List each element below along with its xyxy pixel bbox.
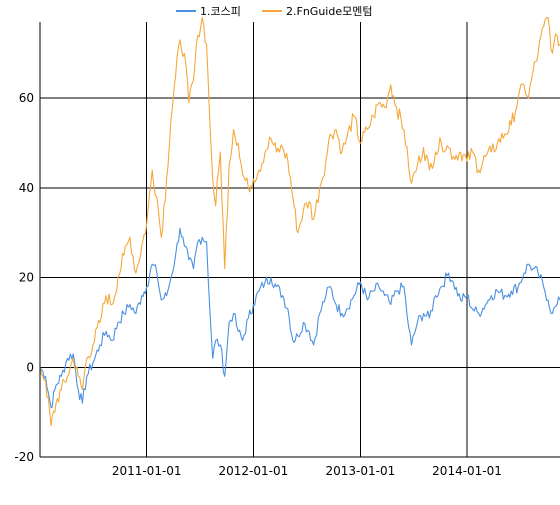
x-tick-label: 2014-01-01 (432, 464, 502, 478)
y-tick-label: 40 (19, 181, 34, 195)
y-tick-label: -20 (14, 450, 34, 464)
y-tick-label: 0 (26, 360, 34, 374)
grid (40, 22, 560, 458)
x-tick-label: 2011-01-01 (112, 464, 182, 478)
y-tick-label: 60 (19, 91, 34, 105)
legend-label-fnguide: 2.FnGuide모멘텀 (286, 5, 372, 18)
series-line-fnguide-momentum (39, 16, 560, 427)
x-tick-label: 2013-01-01 (325, 464, 395, 478)
legend: 1.코스피 2.FnGuide모멘텀 (176, 5, 372, 18)
x-tick-label: 2012-01-01 (219, 464, 289, 478)
legend-label-kospi: 1.코스피 (200, 5, 241, 18)
series-group (39, 16, 560, 427)
series-line-kospi (39, 227, 560, 409)
axes: -20 0 20 40 60 2011-01-01 2012-01-01 2013-01-01… (14, 22, 502, 478)
y-tick-label: 20 (19, 271, 34, 285)
